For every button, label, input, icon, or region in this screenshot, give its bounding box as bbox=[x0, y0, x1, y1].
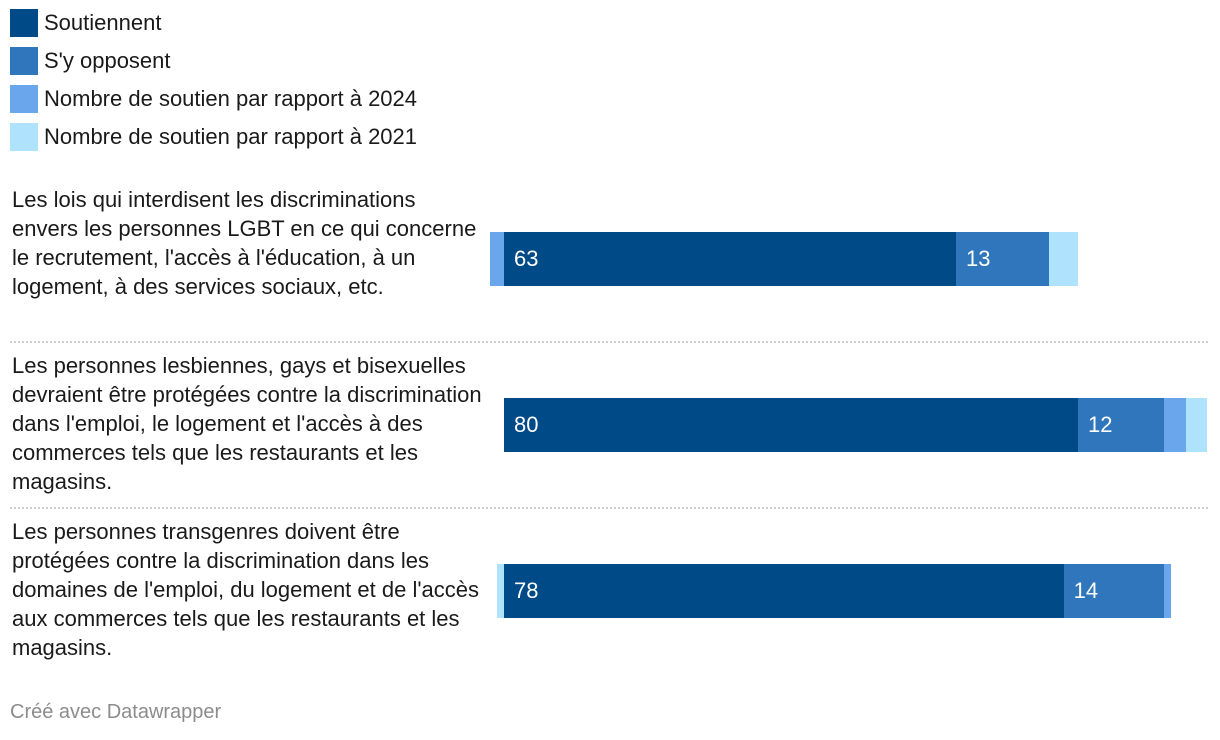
chart-row: Les lois qui interdisent les discriminat… bbox=[0, 176, 1220, 342]
bar-segment bbox=[1049, 232, 1078, 286]
bar-segment bbox=[1185, 398, 1208, 452]
data-label: 63 bbox=[514, 246, 539, 271]
bar-segment bbox=[504, 398, 1078, 452]
bar-segment bbox=[496, 564, 504, 618]
legend-label: Nombre de soutien par rapport à 2024 bbox=[44, 86, 418, 111]
bar-group: 63 13 bbox=[0, 176, 1220, 342]
legend-item: S'y opposent bbox=[10, 47, 417, 75]
data-label: 80 bbox=[514, 412, 539, 437]
chart-legend: Soutiennent S'y opposent Nombre de soutien… bbox=[10, 9, 417, 161]
bar-segment bbox=[1164, 398, 1186, 452]
category-label: Les personnes transgenres doivent être p… bbox=[12, 519, 480, 660]
legend-label: Nombre de soutien par rapport à 2021 bbox=[44, 124, 418, 149]
legend-swatch bbox=[10, 85, 38, 113]
chart-row: Les personnes lesbiennes, gays et bisexu… bbox=[0, 341, 1220, 508]
row-divider bbox=[10, 341, 1208, 343]
bar-segment bbox=[1164, 564, 1172, 618]
bar-segment bbox=[504, 564, 1064, 618]
data-label: 12 bbox=[1088, 412, 1113, 437]
bar-segment bbox=[504, 232, 957, 286]
row-divider bbox=[10, 507, 1208, 509]
legend-swatch bbox=[10, 123, 38, 151]
legend-swatch bbox=[10, 9, 38, 37]
data-label: 14 bbox=[1073, 578, 1099, 603]
chart-credit: Créé avec Datawrapper bbox=[10, 701, 222, 723]
legend-item: Nombre de soutien par rapport à 2024 bbox=[10, 85, 417, 113]
bar-segment bbox=[956, 232, 1050, 286]
category-label: Les lois qui interdisent les discriminat… bbox=[12, 187, 477, 299]
bar-segment bbox=[489, 232, 504, 286]
bar-group: 80 12 bbox=[0, 342, 1220, 508]
legend-item: Soutiennent bbox=[10, 9, 417, 37]
bar-segment bbox=[1063, 564, 1165, 618]
legend-label: S'y opposent bbox=[44, 48, 171, 73]
category-label: Les personnes lesbiennes, gays et bisexu… bbox=[12, 353, 482, 494]
legend-item: Nombre de soutien par rapport à 2021 bbox=[10, 123, 417, 151]
chart-row: Les personnes transgenres doivent être p… bbox=[0, 507, 1220, 674]
legend-swatch bbox=[10, 47, 38, 75]
data-label: 78 bbox=[514, 578, 539, 603]
data-label: 13 bbox=[966, 246, 991, 271]
bar-segment bbox=[1078, 398, 1165, 452]
bar-group: 78 14 bbox=[0, 508, 1220, 674]
legend-label: Soutiennent bbox=[44, 10, 162, 35]
